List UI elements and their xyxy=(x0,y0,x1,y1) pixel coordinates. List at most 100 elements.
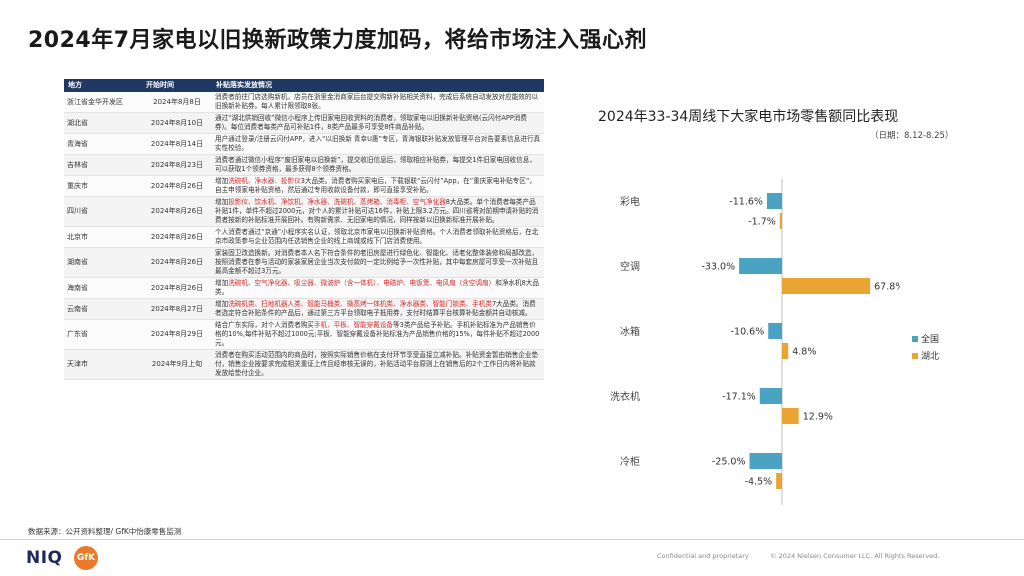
detail-text: 用户通过登录/注册云闪付APP，进入“以旧换新 青幸U惠”专区，青海银联补贴发放… xyxy=(215,135,541,152)
column-header-region: 地方 xyxy=(64,79,142,92)
cell-start-date: 2024年8月26日 xyxy=(142,247,212,278)
detail-text: 个人消费者通过“京通”小程序实名认证，领取北京市家电以旧换新补贴资格。个人消费者… xyxy=(215,228,539,245)
detail-text: 增加 xyxy=(215,300,229,308)
cell-start-date: 2024年9月上旬 xyxy=(142,349,212,380)
bar-hubei xyxy=(776,473,782,489)
cell-subsidy-detail: 增加洗碗机类、扫地机器人类、智能马桶类、微蒸烤一体机类、净水器类、智能门锁类、手… xyxy=(212,298,544,320)
cell-region: 青海省 xyxy=(64,133,142,155)
chart-subtitle: （日期：8.12-8.25） xyxy=(870,131,954,141)
bar-national xyxy=(749,453,782,469)
detail-text: 7大品类。消费者选定符合补贴条件的产品后，通过第三方平台领取电子抵用券，支付时结… xyxy=(215,300,536,317)
data-label: 67.8% xyxy=(874,282,900,293)
bar-chart: 彩电 -11.6% -1.7% 空调 -33.0% 67.8% 冰箱 -10.6% 4.8% 洗衣… xyxy=(610,179,900,505)
niq-logo: NIQ xyxy=(26,548,63,568)
data-label: -1.7% xyxy=(748,217,776,228)
footer-copyright: © 2024 Nielsen Consumer LLC. All Rights … xyxy=(770,552,940,560)
detail-text: 结合广东实际，对个人消费者购买 xyxy=(215,321,314,329)
cell-start-date: 2024年8月14日 xyxy=(142,133,212,155)
cell-region: 海南省 xyxy=(64,277,142,299)
data-label: -17.1% xyxy=(722,392,756,403)
table-row: 青海省 2024年8月14日 用户通过登录/注册云闪付APP，进入“以旧换新 青幸U… xyxy=(64,133,544,155)
cell-region: 云南省 xyxy=(64,298,142,320)
cell-region: 北京市 xyxy=(64,226,142,248)
data-label: 12.9% xyxy=(803,412,833,423)
footer-divider xyxy=(0,539,1024,540)
table-row: 天津市 2024年9月上旬 消费者在购买活动范围内的商品时，按照实际销售价格在支付环… xyxy=(64,349,544,380)
cell-start-date: 2024年8月23日 xyxy=(142,154,212,176)
cell-subsidy-detail: 通过“湖北供销回收”微信小程序上传旧家电回收资料的消费者，领取家电以旧换新补贴资… xyxy=(212,112,544,134)
detail-text: 和净水机8大品类。 xyxy=(215,279,539,296)
table-row: 北京市 2024年8月26日 个人消费者通过“京通”小程序实名认证，领取北京市家电以… xyxy=(64,226,544,248)
chart-legend: 全国 湖北 xyxy=(912,332,939,366)
category-label: 彩电 xyxy=(620,195,640,208)
cell-region: 四川省 xyxy=(64,196,142,227)
legend-item-hubei: 湖北 xyxy=(912,349,939,362)
detail-text: 消费者在购买活动范围内的商品时，按照实际销售价格在支付环节享受直接立减补贴。补贴… xyxy=(215,351,539,377)
detail-text: 增加 xyxy=(215,177,229,185)
table-row: 湖南省 2024年8月26日 家装固卫改造换新。对消费者本人名下符合条件的老旧房屋进… xyxy=(64,247,544,278)
cell-start-date: 2024年8月26日 xyxy=(142,277,212,299)
table-row: 云南省 2024年8月27日 增加洗碗机类、扫地机器人类、智能马桶类、微蒸烤一体机类… xyxy=(64,298,544,320)
table-header-row: 地方 开始时间 补贴落实发放情况 xyxy=(64,79,544,92)
category-label: 洗衣机 xyxy=(610,390,640,403)
cell-subsidy-detail: 增加洗碗机、空气净化器、吸尘器、微波炉（含一体机）、电磁炉、电饭煲、电风扇（含空… xyxy=(212,277,544,299)
cell-region: 浙江省金华开发区 xyxy=(64,92,142,113)
footer-confidential: Confidential and proprietary xyxy=(657,552,749,560)
cell-start-date: 2024年8月29日 xyxy=(142,319,212,350)
detail-text: 等3类产品给予补贴。手机补贴标准为产品销售价格的10%,每件补贴不超过1000元… xyxy=(215,321,540,347)
data-label: -10.6% xyxy=(731,327,765,338)
detail-text: 消费者通过微信小程序“废旧家电以旧换新”，提交收旧信息后，领取相应补贴券，每提交… xyxy=(215,156,536,173)
table-row: 浙江省金华开发区 2024年8月8日 消费者前往门店选购新机，店员在浙里金消商家后台… xyxy=(64,92,544,113)
category-label: 空调 xyxy=(620,260,640,273)
cell-region: 吉林省 xyxy=(64,154,142,176)
legend-swatch-hubei xyxy=(912,352,918,359)
cell-start-date: 2024年8月26日 xyxy=(142,175,212,197)
cell-region: 湖南省 xyxy=(64,247,142,278)
table-row: 四川省 2024年8月26日 增加投影仪、饮水机、净饮机、净水器、洗碗机、蒸烤箱、消… xyxy=(64,196,544,227)
highlighted-categories: 洗碗机、空气净化器、吸尘器、微波炉（含一体机）、电磁炉、电饭煲、电风扇（含空调扇… xyxy=(228,279,496,287)
page-title: 2024年7月家电以旧换新政策力度加码，将给市场注入强心剂 xyxy=(28,28,648,53)
cell-region: 重庆市 xyxy=(64,175,142,197)
cell-region: 湖北省 xyxy=(64,112,142,134)
data-label: -4.5% xyxy=(745,477,773,488)
cell-start-date: 2024年8月10日 xyxy=(142,112,212,134)
cell-subsidy-detail: 增加洗碗机、净水器、投影仪3大品类。消费者购买家电后，下载银联“云闪付”App，… xyxy=(212,175,544,197)
data-label: -11.6% xyxy=(729,197,763,208)
cell-start-date: 2024年8月26日 xyxy=(142,196,212,227)
highlighted-categories: 手机、平板、智能穿戴设备 xyxy=(313,321,394,329)
cell-subsidy-detail: 增加投影仪、饮水机、净饮机、净水器、洗碗机、蒸烤箱、消毒柜、空气净化器8大品类。… xyxy=(212,196,544,227)
highlighted-categories: 投影仪、饮水机、净饮机、净水器、洗碗机、蒸烤箱、消毒柜、空气净化器 xyxy=(228,198,446,206)
data-label: -25.0% xyxy=(712,457,746,468)
bar-national xyxy=(739,258,782,274)
legend-item-national: 全国 xyxy=(912,332,939,345)
legend-label-national: 全国 xyxy=(921,335,940,345)
category-label: 冷柜 xyxy=(620,455,640,468)
cell-subsidy-detail: 用户通过登录/注册云闪付APP，进入“以旧换新 青幸U惠”专区，青海银联补贴发放… xyxy=(212,133,544,155)
detail-text: 家装固卫改造换新。对消费者本人名下符合条件的老旧房屋进行绿色化、智能化、适老化整… xyxy=(215,249,539,275)
cell-subsidy-detail: 消费者通过微信小程序“废旧家电以旧换新”，提交收旧信息后，领取相应补贴券，每提交… xyxy=(212,154,544,176)
table-row: 广东省 2024年8月29日 结合广东实际，对个人消费者购买手机、平板、智能穿戴设备… xyxy=(64,319,544,350)
cell-subsidy-detail: 消费者在购买活动范围内的商品时，按照实际销售价格在支付环节享受直接立减补贴。补贴… xyxy=(212,349,544,380)
cell-subsidy-detail: 结合广东实际，对个人消费者购买手机、平板、智能穿戴设备等3类产品给予补贴。手机补… xyxy=(212,319,544,350)
data-label: 4.8% xyxy=(792,347,816,358)
bar-hubei xyxy=(782,278,871,294)
column-header-subsidy: 补贴落实发放情况 xyxy=(212,79,544,92)
cell-start-date: 2024年8月26日 xyxy=(142,226,212,248)
highlighted-categories: 洗碗机类、扫地机器人类、智能马桶类、微蒸烤一体机类、净水器类、智能门锁类、手机类 xyxy=(228,300,492,308)
legend-swatch-national xyxy=(912,335,918,342)
bar-national xyxy=(768,323,782,339)
category-label: 冰箱 xyxy=(620,325,640,338)
bar-hubei xyxy=(779,213,782,229)
cell-region: 广东省 xyxy=(64,319,142,350)
bar-hubei xyxy=(782,408,799,424)
cell-subsidy-detail: 个人消费者通过“京通”小程序实名认证，领取北京市家电以旧换新补贴资格。个人消费者… xyxy=(212,226,544,248)
source-note: 数据来源：公开资料整理/ GfK中怡康零售监测 xyxy=(28,527,182,536)
bar-national xyxy=(759,388,782,404)
cell-subsidy-detail: 家装固卫改造换新。对消费者本人名下符合条件的老旧房屋进行绿色化、智能化、适老化整… xyxy=(212,247,544,278)
column-header-start-date: 开始时间 xyxy=(142,79,212,92)
table-body: 浙江省金华开发区 2024年8月8日 消费者前往门店选购新机，店员在浙里金消商家后台… xyxy=(64,92,544,380)
detail-text: 8大品类。单个消费者每类产品补贴1件，单件不超过2000元，对个人的累计补贴可达… xyxy=(215,198,539,224)
bar-national xyxy=(766,193,782,209)
highlighted-categories: 洗碗机、净水器、投影仪 xyxy=(228,177,301,185)
bar-hubei xyxy=(782,343,789,359)
